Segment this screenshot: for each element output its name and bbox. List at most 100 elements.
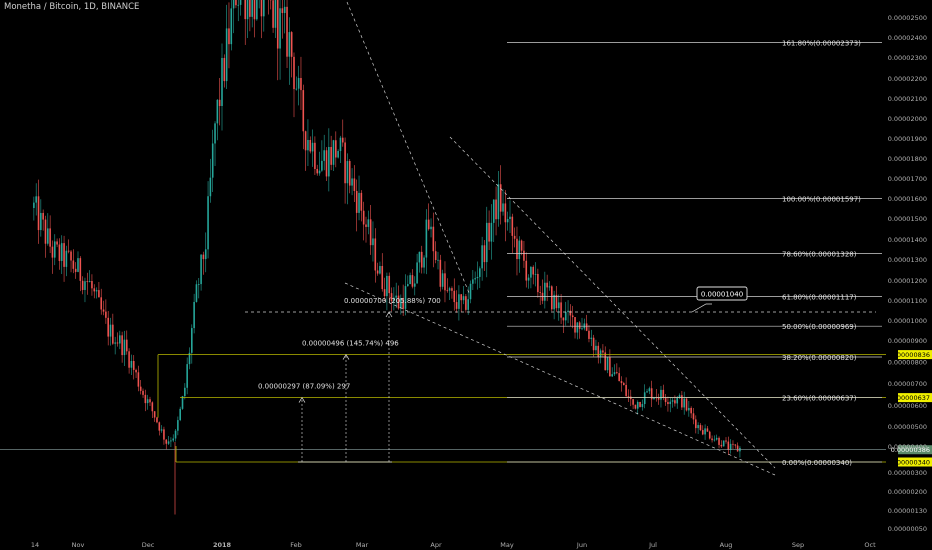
candle-body xyxy=(60,243,63,261)
candle-body xyxy=(376,270,379,274)
candle-body xyxy=(667,402,669,405)
y-tick-label: 0.00001900 xyxy=(888,135,927,143)
candle-body xyxy=(165,439,168,444)
drawings-layer: 161.80%(0.00002373) 100.00%(0.00001597) 78… xyxy=(0,1,932,476)
y-tick-label: 0.00001300 xyxy=(888,256,927,264)
measure-label: 0.00000297 (87.09%) 297 xyxy=(258,383,350,391)
candle-body xyxy=(462,296,465,301)
candle-body xyxy=(381,266,384,290)
candle-body xyxy=(121,335,123,356)
candle-body xyxy=(411,275,414,287)
x-tick-label: Jun xyxy=(576,541,587,549)
candle-body xyxy=(249,0,251,17)
candle-body xyxy=(374,238,377,271)
trend-line xyxy=(344,282,776,476)
candle-body xyxy=(246,0,249,20)
candle-body xyxy=(146,399,149,404)
candle-body xyxy=(44,219,47,244)
candle-body xyxy=(485,222,488,263)
candle-body xyxy=(613,372,616,375)
candle-body xyxy=(402,298,404,309)
candle-body xyxy=(690,407,692,414)
trend-line xyxy=(346,1,471,296)
candle-body xyxy=(353,178,356,191)
candle-body xyxy=(321,160,323,171)
candle-body xyxy=(557,302,560,309)
candle-body xyxy=(525,260,528,281)
candle-body xyxy=(283,6,286,13)
candle-body xyxy=(314,142,316,169)
candle-body xyxy=(386,275,388,297)
y-tick-label: 0.00001800 xyxy=(888,155,927,163)
candle-body xyxy=(676,397,679,404)
candle-body xyxy=(47,228,49,244)
candle-body xyxy=(202,254,205,260)
candle-body xyxy=(100,297,103,310)
candle-body xyxy=(156,417,158,423)
candle-body xyxy=(623,383,625,385)
candle-body xyxy=(135,369,137,373)
candle-body xyxy=(722,440,725,447)
candle-body xyxy=(527,277,530,281)
candle-body xyxy=(225,28,228,82)
candle-body xyxy=(276,0,279,49)
candle-body xyxy=(660,389,662,400)
candle-body xyxy=(534,273,537,275)
candle-body xyxy=(488,222,490,242)
measure-arrowhead xyxy=(342,353,350,360)
candle-body xyxy=(290,32,293,57)
candle-body xyxy=(107,317,109,337)
candle-body xyxy=(504,203,507,223)
candle-body xyxy=(708,431,711,439)
y-tick-label: 0.00001400 xyxy=(888,236,927,244)
candle-body xyxy=(725,440,727,442)
candle-body xyxy=(685,398,688,411)
candle-body xyxy=(33,202,35,208)
candle-body xyxy=(620,381,623,384)
candle-body xyxy=(63,243,65,267)
candle-body xyxy=(458,294,460,309)
candle-body xyxy=(209,177,212,197)
y-tick-label: 0.00000200 xyxy=(888,488,927,496)
measure-label: 0.00000496 (145.74%) 496 xyxy=(302,340,399,348)
candle-body xyxy=(193,301,195,329)
candle-body xyxy=(197,284,200,285)
candle-body xyxy=(251,0,253,17)
candle-body xyxy=(706,428,709,432)
candle-body xyxy=(388,275,391,294)
candle-body xyxy=(571,315,574,318)
candle-body xyxy=(434,251,437,261)
candle-body xyxy=(692,413,695,420)
candle-body xyxy=(274,0,277,28)
candle-body xyxy=(555,294,558,309)
candle-body xyxy=(128,351,130,368)
x-tick-label: Aug xyxy=(720,541,733,549)
candle-body xyxy=(98,290,100,298)
candle-body xyxy=(109,324,112,337)
candle-body xyxy=(142,390,144,395)
fib-level-label: 100.00%(0.00001597) xyxy=(782,196,861,204)
candle-body xyxy=(172,438,175,441)
candle-body xyxy=(307,139,309,151)
candle-body xyxy=(235,0,237,6)
candle-body xyxy=(460,294,463,301)
candle-body xyxy=(167,441,170,444)
candle-body xyxy=(93,288,96,292)
candle-body xyxy=(509,216,511,220)
candle-body xyxy=(116,342,119,344)
y-tick-label: 0.00001600 xyxy=(888,195,927,203)
candle-body xyxy=(548,286,551,288)
candle-body xyxy=(413,283,416,287)
candle-body xyxy=(244,0,247,20)
candle-body xyxy=(472,279,474,284)
y-tick-label: 0.00002000 xyxy=(888,115,927,123)
x-tick-label: Jul xyxy=(648,541,657,549)
candle-body xyxy=(451,288,453,291)
candle-body xyxy=(604,352,607,371)
candle-body xyxy=(51,246,54,258)
fib-level-label: 50.00%(0.00000969) xyxy=(782,323,857,331)
candle-body xyxy=(502,203,504,212)
candle-body xyxy=(497,184,500,220)
price-tag xyxy=(898,350,932,360)
